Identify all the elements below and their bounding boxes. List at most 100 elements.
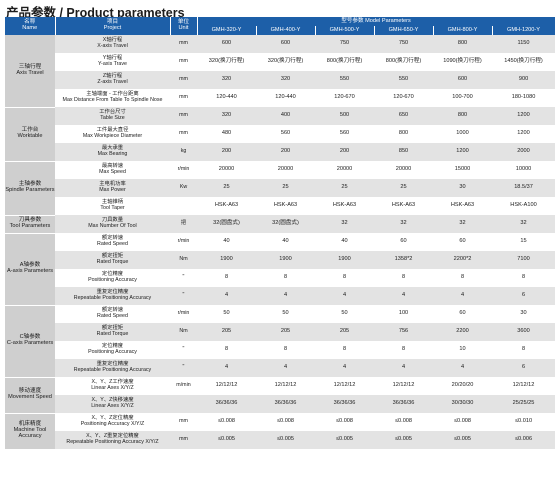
value-cell: 60 (400, 238, 407, 245)
value-cell: 1900 (197, 251, 256, 269)
value-cell: 8 (521, 346, 526, 353)
value-cell: 4 (197, 359, 256, 377)
value-cell: 20000 (218, 166, 235, 173)
project-cn: 额定转速 (101, 307, 124, 314)
value-cell: HSK-A63 (450, 202, 475, 209)
spec-row: A轴参数 A-axis Parameters 额定转速 Rated Speed r/mi… (5, 233, 555, 306)
value-cell: 6 (492, 359, 556, 377)
project-cn: 最大承重 (101, 145, 124, 152)
value-cell: 40 (282, 238, 289, 245)
header-name-en: Name (22, 25, 38, 31)
category-cell: 三轴行程 Axis Travel (5, 35, 55, 108)
value-cell: 650 (374, 107, 433, 125)
model-header-row: GMH-320-Y GMH-400-Y GMH-500-Y GMH-650-Y GMH-… (5, 26, 556, 35)
header-project-en: Project (103, 25, 122, 31)
project-en: Max Workpiece Diameter (82, 133, 143, 139)
project-cell: 额定转速 Rated Speed (55, 305, 170, 323)
spec-row: 定位精度 Positioning Accuracy " 8 8 8 8 10 8 (5, 341, 555, 359)
value-cell: 550 (315, 71, 374, 89)
table-header: 名称 Name 项目 Project 单位 Unit 型号参数 Model Pa… (5, 17, 556, 35)
project-cell: 工件最大直径 Max Workpiece Diameter (55, 125, 170, 143)
value-cell: ≤0.010 (514, 418, 533, 425)
value-cell: ≤0.005 (197, 431, 256, 449)
header-project: 项目 Project (55, 17, 171, 35)
category-cell: 工作台 Worktable (5, 107, 55, 162)
value-cell: 4 (433, 359, 492, 377)
value-cell: HSK-A63 (273, 202, 298, 209)
unit-cell: r/min (177, 310, 190, 317)
value-cell: 1150 (492, 35, 556, 53)
value-cell: 20000 (277, 166, 294, 173)
project-cell: 工作台尺寸 Table Size (55, 107, 170, 125)
project-cell: 主轴锥柄 Tool Taper (55, 197, 170, 215)
value-cell: 32 (492, 215, 556, 233)
value-cell: 120-670 (393, 94, 414, 101)
value-cell: 560 (339, 130, 350, 137)
value-cell: ≤0.008 (217, 418, 236, 425)
project-cn: 定位精度 (101, 343, 124, 350)
value-cell: 205 (315, 323, 374, 341)
project-cell: 最大承重 Max Bearing (55, 143, 170, 161)
value-cell: 2200 (433, 323, 492, 341)
value-cell: 4 (256, 287, 315, 305)
value-cell: ≤0.008 (276, 418, 295, 425)
value-cell: 12/12/12 (274, 382, 297, 389)
model-header: GMH-500-Y (315, 26, 375, 35)
project-cn: 额定转速 (101, 235, 124, 242)
value-cell: 8 (283, 274, 288, 281)
value-cell: HSK-A63 (214, 202, 239, 209)
project-en: Rated Speed (97, 241, 128, 247)
spec-row: 最大承重 Max Bearing kg 200 200 200 850 1200 2000 (5, 143, 556, 161)
value-cell: 2000 (492, 143, 556, 161)
project-cell: 定位精度 Positioning Accuracy (55, 341, 170, 359)
value-cell: ≤0.005 (374, 431, 433, 449)
value-cell: 36/36/36 (315, 395, 374, 413)
model-header: GMH-1200-Y (492, 26, 556, 35)
value-cell: 205 (256, 323, 315, 341)
value-cell: 320(换刀行程) (267, 58, 304, 65)
model-header: GMH-320-Y (197, 26, 257, 35)
unit-cell: kg (170, 143, 197, 161)
project-en: Y-axis Trave (98, 61, 127, 67)
value-cell: 100-700 (452, 94, 473, 101)
category-cn: 移动速度 (18, 388, 42, 395)
value-cell: 4 (315, 287, 374, 305)
unit-cell: m/min (176, 382, 191, 389)
value-cell: 8 (401, 346, 406, 353)
project-en: Linear Axes X/Y/Z (91, 385, 134, 391)
project-cn: 工件最大直径 (96, 127, 129, 134)
spec-row: C轴参数 C-axis Parameters 额定转速 Rated Speed r/mi… (5, 305, 555, 378)
unit-cell (170, 395, 197, 413)
project-cell: 定位精度 Positioning Accuracy (55, 269, 170, 287)
value-cell: 500 (315, 107, 374, 125)
project-en: X-axis Travel (97, 43, 128, 49)
unit-cell: mm (170, 431, 197, 449)
category-cell: 刀具参数 Tool Parameters (5, 215, 55, 234)
project-cn: 额定扭矩 (101, 253, 124, 260)
project-cell: 刀具数量 Max Number Of Tool (55, 215, 170, 233)
value-cell: 550 (374, 71, 433, 89)
project-en: Z-axis Travel (97, 79, 128, 85)
unit-cell (170, 197, 197, 215)
value-cell: 4 (433, 287, 492, 305)
value-cell: 1090(换刀行程) (443, 58, 482, 65)
category-en: Worktable (17, 133, 43, 139)
value-cell: 750 (315, 35, 374, 53)
model-header: GMH-650-Y (374, 26, 434, 35)
project-cn: X、Y、Z定位精度 (91, 415, 134, 422)
value-cell: 10000 (515, 166, 532, 173)
value-cell: ≤0.006 (492, 431, 556, 449)
value-cell: 40 (341, 238, 348, 245)
project-cn: 主电机功率 (99, 181, 126, 188)
value-cell: ≤0.008 (335, 418, 354, 425)
unit-cell: mm (179, 130, 188, 137)
value-cell: 30/30/30 (433, 395, 492, 413)
value-cell: 850 (374, 143, 433, 161)
value-cell: 20000 (395, 166, 412, 173)
category-en: Movement Speed (8, 394, 52, 400)
header-model-parameters: 型号参数 Model Parameters (197, 17, 556, 26)
value-cell: 1200 (517, 130, 530, 137)
category-cn: 三轴行程 (18, 63, 42, 70)
category-en: A-axis Parameters (6, 268, 53, 274)
value-cell: 36/36/36 (374, 395, 433, 413)
